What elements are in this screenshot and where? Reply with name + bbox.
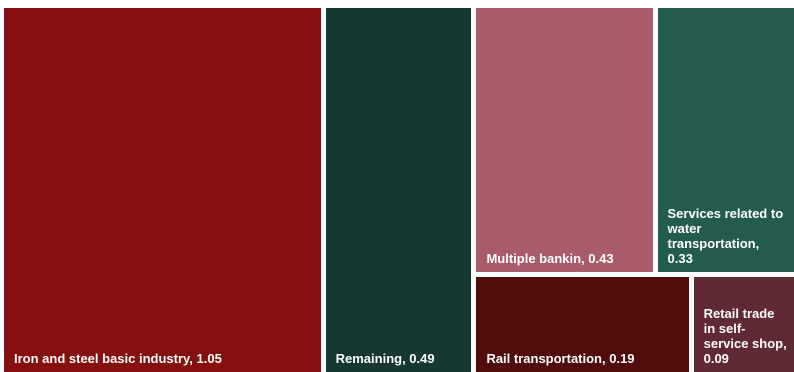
treemap-tile: Retail trade in self-service shop, 0.09 [693,276,794,372]
treemap-tile: Multiple bankin, 0.43 [476,8,653,272]
treemap-tile-label: Iron and steel basic industry, 1.05 [14,351,222,366]
treemap-tile-label: Retail trade in self-service shop, 0.09 [703,306,787,366]
treemap-tile: Rail transportation, 0.19 [476,276,689,372]
treemap-tile-label: Rail transportation, 0.19 [486,351,635,366]
treemap-tile-label: Multiple bankin, 0.43 [486,250,614,266]
treemap-tile: Remaining, 0.49 [325,8,472,372]
treemap-tile-label: Remaining, 0.49 [335,351,435,366]
treemap-tile-label: Services related to water transportation… [667,205,784,266]
treemap-tile: Services related to water transportation… [657,8,794,272]
treemap-tile: Iron and steel basic industry, 1.05 [4,8,321,372]
